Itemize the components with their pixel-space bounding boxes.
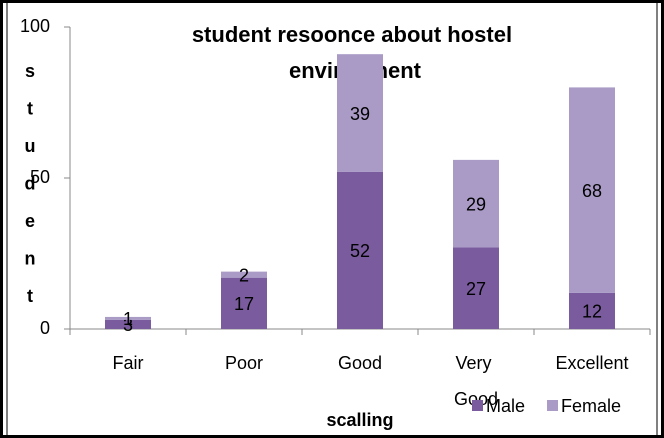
y-tick-label: 100 bbox=[20, 16, 50, 36]
y-tick-label: 0 bbox=[40, 318, 50, 338]
data-label: 2 bbox=[239, 265, 249, 285]
data-label: 68 bbox=[582, 181, 602, 201]
x-tick-label: Excellent bbox=[555, 353, 628, 373]
legend-label: Female bbox=[561, 396, 621, 416]
data-label: 27 bbox=[466, 279, 486, 299]
bar-segment bbox=[337, 171, 383, 329]
legend-swatch bbox=[472, 400, 483, 411]
bar-segment bbox=[105, 316, 151, 320]
data-label: 12 bbox=[582, 302, 602, 322]
data-label: 39 bbox=[350, 104, 370, 124]
bar-segment bbox=[453, 159, 499, 248]
x-axis-label: scalling bbox=[326, 410, 393, 430]
data-label: 3 bbox=[123, 315, 133, 335]
x-tick-label: Good bbox=[338, 353, 382, 373]
data-label: 29 bbox=[466, 194, 486, 214]
bar-segment bbox=[569, 87, 615, 293]
x-tick-label: Poor bbox=[225, 353, 263, 373]
legend-swatch bbox=[547, 400, 559, 411]
bar-segment bbox=[569, 292, 615, 329]
chart-title: student resoonce about hostel environmen… bbox=[192, 22, 518, 83]
x-tick-label: Fair bbox=[113, 353, 144, 373]
data-label: 1 bbox=[123, 309, 133, 329]
bar-segment bbox=[337, 54, 383, 172]
inner-frame bbox=[6, 0, 658, 438]
data-label: 17 bbox=[234, 294, 254, 314]
bar-segment bbox=[105, 319, 151, 329]
y-tick-label: 50 bbox=[30, 167, 50, 187]
data-label: 52 bbox=[350, 241, 370, 261]
legend-label: Male bbox=[486, 396, 525, 416]
bar-segment bbox=[453, 247, 499, 329]
bar-segment bbox=[221, 271, 267, 278]
bar-segment bbox=[221, 277, 267, 329]
x-tick-label: Very Good bbox=[454, 353, 498, 409]
